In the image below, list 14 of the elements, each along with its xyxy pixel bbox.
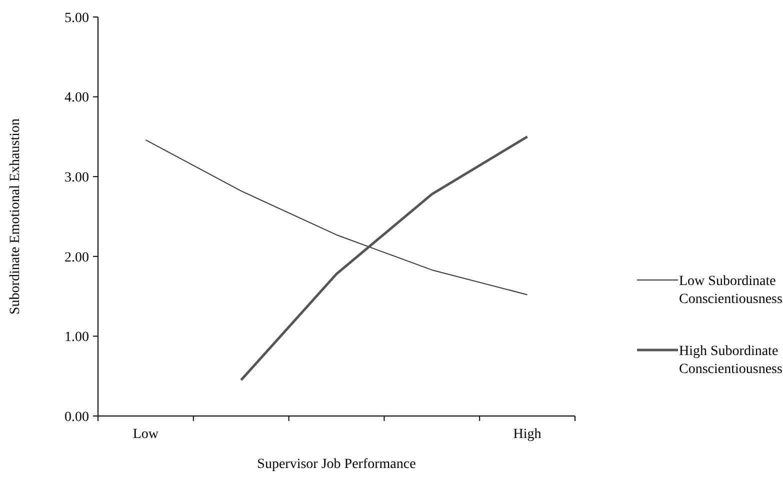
x-tick-label: Low xyxy=(132,427,160,442)
y-tick-label: 3.00 xyxy=(64,170,89,186)
legend-label: High Subordinate Conscientiousness xyxy=(679,344,782,378)
x-tick-label: High xyxy=(513,427,542,442)
y-tick-label: 0.00 xyxy=(64,410,89,425)
x-axis-title: Supervisor Job Performance xyxy=(257,457,416,472)
legend-label: Low Subordinate Conscientiousness xyxy=(679,274,782,308)
y-axis-title: Subordinate Emotional Exhaustion xyxy=(8,118,23,314)
y-tick-label: 2.00 xyxy=(64,250,89,266)
y-tick-label: 5.00 xyxy=(64,10,89,26)
line-series xyxy=(145,139,528,296)
y-tick-label: 4.00 xyxy=(64,90,89,106)
y-tick-label: 1.00 xyxy=(64,330,89,346)
line-series xyxy=(240,135,529,382)
